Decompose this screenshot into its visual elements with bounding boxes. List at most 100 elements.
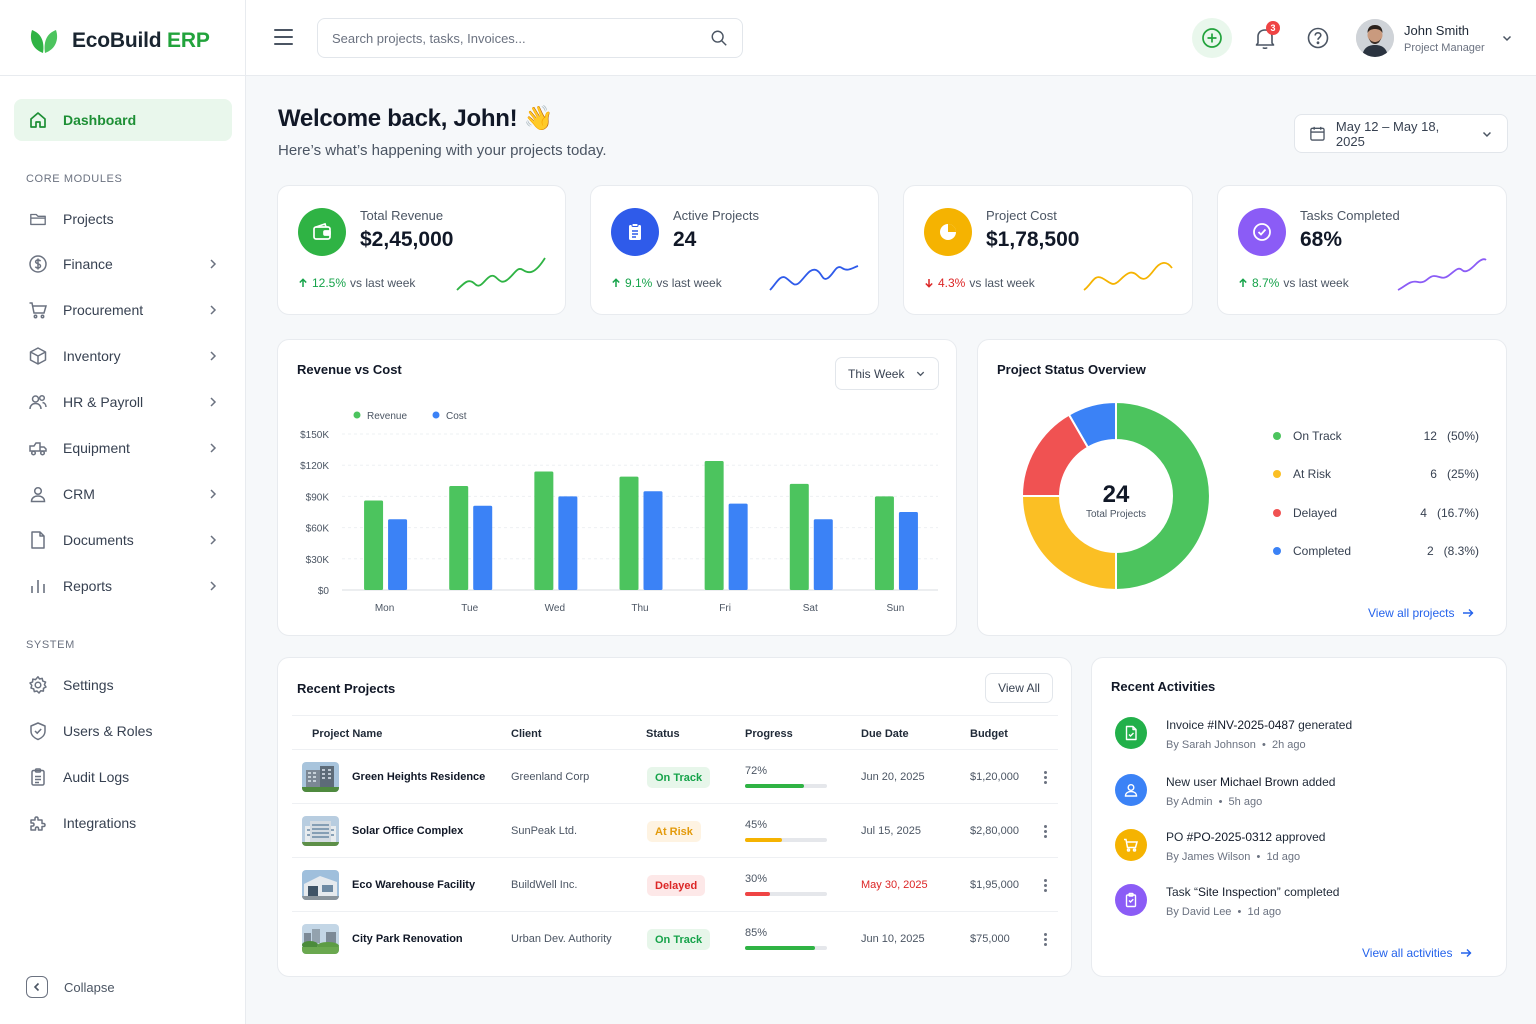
brand-logo[interactable]: EcoBuild ERP xyxy=(28,24,210,58)
sidebar-item-inventory[interactable]: Inventory xyxy=(14,335,232,377)
sidebar-item-reports[interactable]: Reports xyxy=(14,565,232,607)
arrow-down-icon xyxy=(925,279,933,288)
sidebar-item-equipment[interactable]: Equipment xyxy=(14,427,232,469)
sidebar-item-label: Dashboard xyxy=(63,112,137,128)
donut-slice-on-track[interactable] xyxy=(1115,400,1211,592)
bar-revenue-mon[interactable] xyxy=(364,500,384,590)
table-row[interactable]: Green Heights Residence Greenland Corp O… xyxy=(292,749,1058,803)
bar-revenue-sun[interactable] xyxy=(874,496,894,590)
sidebar-item-label: CRM xyxy=(63,486,95,502)
chevron-right-icon xyxy=(210,443,217,453)
sidebar-item-projects[interactable]: Projects xyxy=(14,198,232,240)
status-legend-at-risk: At Risk 6 (25%) xyxy=(1273,467,1479,481)
link-label: View all activities xyxy=(1362,946,1453,960)
kpi-change-suffix: vs last week xyxy=(350,276,416,290)
row-menu-icon[interactable] xyxy=(1044,933,1048,947)
sidebar-item-audit-logs[interactable]: Audit Logs xyxy=(14,756,232,798)
date-range-picker[interactable]: May 12 – May 18, 2025 xyxy=(1294,114,1508,153)
kpi-card-project-cost[interactable]: Project Cost $1,78,500 4.3% vs last week xyxy=(903,185,1193,315)
view-all-button[interactable]: View All xyxy=(985,673,1053,703)
sidebar-item-crm[interactable]: CRM xyxy=(14,473,232,515)
bar-cost-sat[interactable] xyxy=(813,519,833,590)
kpi-change-value: 9.1% xyxy=(625,276,653,290)
user-menu[interactable]: John Smith Project Manager xyxy=(1356,19,1513,57)
bar-cost-mon[interactable] xyxy=(388,519,408,590)
add-button[interactable] xyxy=(1192,18,1232,58)
status-title: Project Status Overview xyxy=(997,362,1146,377)
puzzle-icon xyxy=(28,813,48,833)
due-date-overdue: May 30, 2025 xyxy=(861,879,928,891)
kpi-card-revenue[interactable]: Total Revenue $2,45,000 12.5% vs last we… xyxy=(277,185,566,315)
project-name[interactable]: Solar Office Complex xyxy=(352,825,464,837)
row-menu-icon[interactable] xyxy=(1044,879,1048,893)
bar-revenue-tue[interactable] xyxy=(449,486,469,590)
budget: $2,80,000 xyxy=(970,825,1019,837)
search-box[interactable] xyxy=(317,18,743,58)
sidebar-item-integrations[interactable]: Integrations xyxy=(14,802,232,844)
chevron-right-icon xyxy=(210,581,217,591)
sidebar-item-users-roles[interactable]: Users & Roles xyxy=(14,710,232,752)
truck-icon xyxy=(28,438,48,458)
project-thumbnail xyxy=(302,762,339,792)
bar-revenue-fri[interactable] xyxy=(704,461,724,590)
kpi-change-value: 12.5% xyxy=(312,276,347,290)
project-name[interactable]: City Park Renovation xyxy=(352,933,463,945)
kpi-value: $1,78,500 xyxy=(986,228,1080,251)
kpi-label: Tasks Completed xyxy=(1300,208,1400,223)
period-select[interactable]: This Week xyxy=(835,357,939,390)
collapse-button[interactable]: Collapse xyxy=(26,976,115,998)
bar-revenue-thu[interactable] xyxy=(619,476,639,590)
view-all-activities-link[interactable]: View all activities xyxy=(1362,946,1472,960)
sidebar-item-label: Reports xyxy=(63,578,113,594)
bar-cost-sun[interactable] xyxy=(898,512,918,590)
help-button[interactable] xyxy=(1307,27,1329,49)
legend-label: On Track xyxy=(1293,429,1342,443)
bar-cost-fri[interactable] xyxy=(728,503,748,590)
sidebar-item-finance[interactable]: Finance xyxy=(14,243,232,285)
notification-badge: 3 xyxy=(1266,21,1280,35)
project-name[interactable]: Eco Warehouse Facility xyxy=(352,879,476,891)
search-icon[interactable] xyxy=(710,29,728,47)
legend-dot xyxy=(1273,509,1281,517)
sparkline xyxy=(456,257,546,291)
kpi-card-active-projects[interactable]: Active Projects 24 9.1% vs last week xyxy=(590,185,879,315)
table-row[interactable]: City Park Renovation Urban Dev. Authorit… xyxy=(292,911,1058,965)
bar-revenue-wed[interactable] xyxy=(534,471,554,590)
sidebar-item-label: HR & Payroll xyxy=(63,394,144,410)
bar-cost-wed[interactable] xyxy=(558,496,578,590)
bar-cost-thu[interactable] xyxy=(643,491,663,590)
project-name[interactable]: Green Heights Residence xyxy=(352,771,486,783)
legend-count: 6 (25%) xyxy=(1430,467,1479,481)
notifications-button[interactable]: 3 xyxy=(1254,21,1280,50)
status-legend-completed: Completed 2 (8.3%) xyxy=(1273,544,1479,558)
sidebar-item-hr-payroll[interactable]: HR & Payroll xyxy=(14,381,232,423)
legend-count: 2 (8.3%) xyxy=(1426,544,1479,558)
kpi-value: $2,45,000 xyxy=(360,228,454,251)
page-subtitle: Here’s what’s happening with your projec… xyxy=(278,142,607,159)
bell-icon xyxy=(1255,29,1275,50)
menu-icon[interactable] xyxy=(274,29,293,46)
bar-cost-tue[interactable] xyxy=(473,505,493,590)
donut-slice-completed[interactable] xyxy=(1067,400,1117,449)
project-thumbnail xyxy=(302,870,339,900)
row-menu-icon[interactable] xyxy=(1044,771,1048,785)
kpi-card-tasks-completed[interactable]: Tasks Completed 68% 8.7% vs last week xyxy=(1217,185,1507,315)
bar-revenue-sat[interactable] xyxy=(789,483,809,590)
view-all-projects-link[interactable]: View all projects xyxy=(1368,606,1474,620)
page-title: Welcome back, John! 👋 xyxy=(278,105,554,132)
sidebar-item-procurement[interactable]: Procurement xyxy=(14,289,232,331)
sidebar-item-settings[interactable]: Settings xyxy=(14,664,232,706)
sidebar-item-documents[interactable]: Documents xyxy=(14,519,232,561)
document-icon xyxy=(1115,717,1147,749)
table-row[interactable]: Eco Warehouse Facility BuildWell Inc. De… xyxy=(292,857,1058,911)
y-tick-label: $0 xyxy=(318,586,330,597)
search-input[interactable] xyxy=(332,30,710,46)
row-menu-icon[interactable] xyxy=(1044,825,1048,839)
sidebar-item-dashboard[interactable]: Dashboard xyxy=(14,99,232,141)
column-header: Project Name xyxy=(312,728,383,740)
legend-cost-dot xyxy=(432,411,440,419)
table-row[interactable]: Solar Office Complex SunPeak Ltd. At Ris… xyxy=(292,803,1058,857)
chevron-right-icon xyxy=(210,535,217,545)
table-header-divider xyxy=(292,715,1058,716)
project-thumbnail xyxy=(302,816,339,846)
